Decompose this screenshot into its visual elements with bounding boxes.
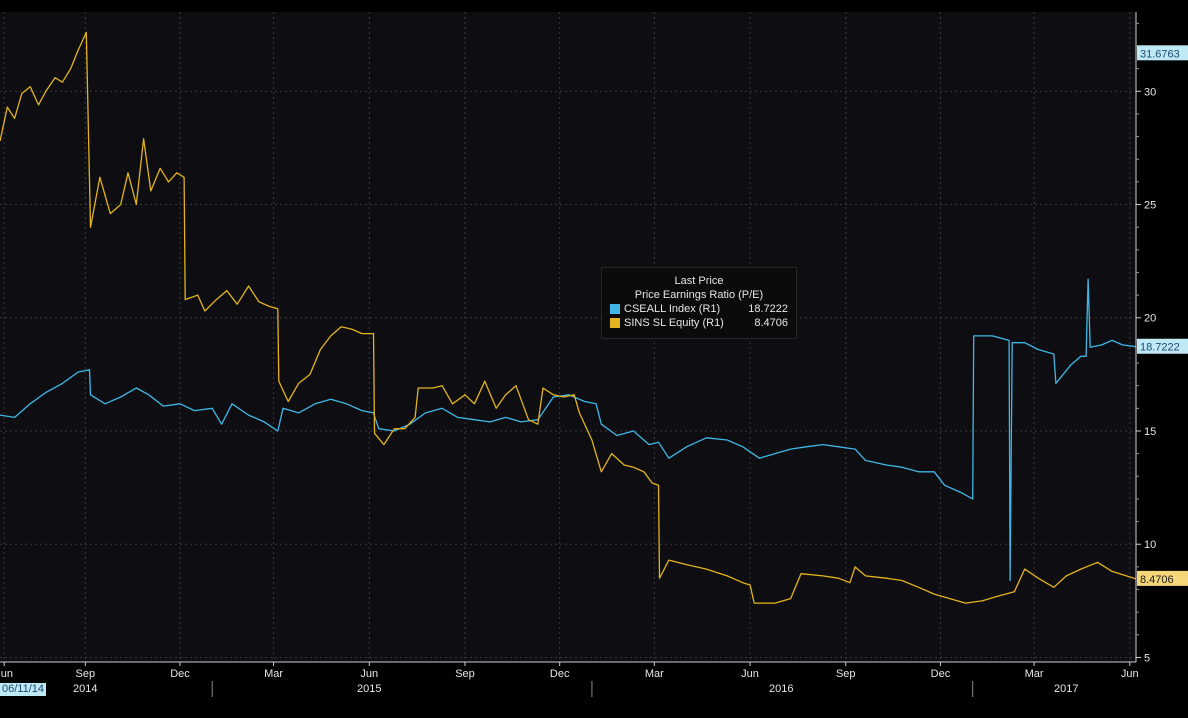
y-tick-label: 20	[1144, 313, 1156, 325]
year-label: 2014	[73, 683, 97, 695]
year-label: 2015	[357, 683, 381, 695]
last-value-tag-1: 8.4706	[1140, 574, 1174, 586]
x-axis: Jun Sep Dec Mar Jun Sep Dec Mar Jun Sep Dec Mar Jun 2…	[0, 662, 1139, 697]
year-label: 2016	[769, 683, 793, 695]
y-tick-label: 15	[1144, 426, 1156, 438]
series-line-1	[0, 31, 1137, 604]
y-tick-label: 10	[1144, 539, 1156, 551]
y-tick-label: 25	[1144, 200, 1156, 212]
x-tick-label: Dec	[170, 668, 190, 680]
series-layer	[0, 31, 1137, 604]
legend-entry-cseall: CSEALL Index (R1) 18.7222	[610, 302, 788, 316]
year-label: 2017	[1054, 683, 1078, 695]
legend-name-sins: SINS SL Equity (R1)	[624, 317, 724, 329]
legend-entry-sins: SINS SL Equity (R1) 8.4706	[610, 316, 788, 330]
x-tick-label: Mar	[645, 668, 664, 680]
series-line-0	[0, 278, 1137, 582]
last-value-tag-1-bg	[1137, 570, 1188, 586]
x-tick-label: Dec	[550, 668, 570, 680]
chart-legend: Last Price Price Earnings Ratio (P/E) CS…	[601, 267, 797, 339]
grid-lines	[0, 12, 1136, 662]
max-value-tag: 31.6763	[1140, 48, 1180, 60]
x-tick-label: Mar	[264, 668, 283, 680]
legend-title: Last Price	[674, 275, 724, 287]
x-tick-label: Sep	[836, 668, 856, 680]
legend-swatch-cseall	[610, 304, 620, 314]
x-tick-label: Sep	[455, 668, 475, 680]
last-value-tags: 18.7222 8.4706 31.6763	[1137, 45, 1188, 586]
legend-subtitle: Price Earnings Ratio (P/E)	[634, 289, 764, 301]
legend-swatch-sins	[610, 318, 620, 328]
start-date-label: 06/11/14	[0, 683, 47, 696]
legend-value-sins: 8.4706	[754, 317, 788, 329]
y-tick-label: 5	[1144, 652, 1150, 664]
x-tick-label: Dec	[931, 668, 951, 680]
last-value-tag-0: 18.7222	[1140, 342, 1180, 354]
y-axis: 5 10 15 20 25 30	[1136, 22, 1156, 664]
x-tick-label: Jun	[1121, 668, 1139, 680]
legend-value-cseall: 18.7222	[748, 303, 788, 315]
x-tick-label: Jun	[0, 668, 13, 680]
max-value-tag-bg	[1137, 45, 1188, 61]
plot-background	[0, 12, 1136, 662]
x-tick-label: Jun	[741, 668, 759, 680]
x-tick-label: Jun	[360, 668, 378, 680]
legend-name-cseall: CSEALL Index (R1)	[624, 303, 721, 315]
x-tick-label: Sep	[76, 668, 96, 680]
x-tick-label: Mar	[1025, 668, 1044, 680]
last-value-tag-0-bg	[1137, 338, 1188, 354]
y-tick-label: 30	[1144, 86, 1156, 98]
